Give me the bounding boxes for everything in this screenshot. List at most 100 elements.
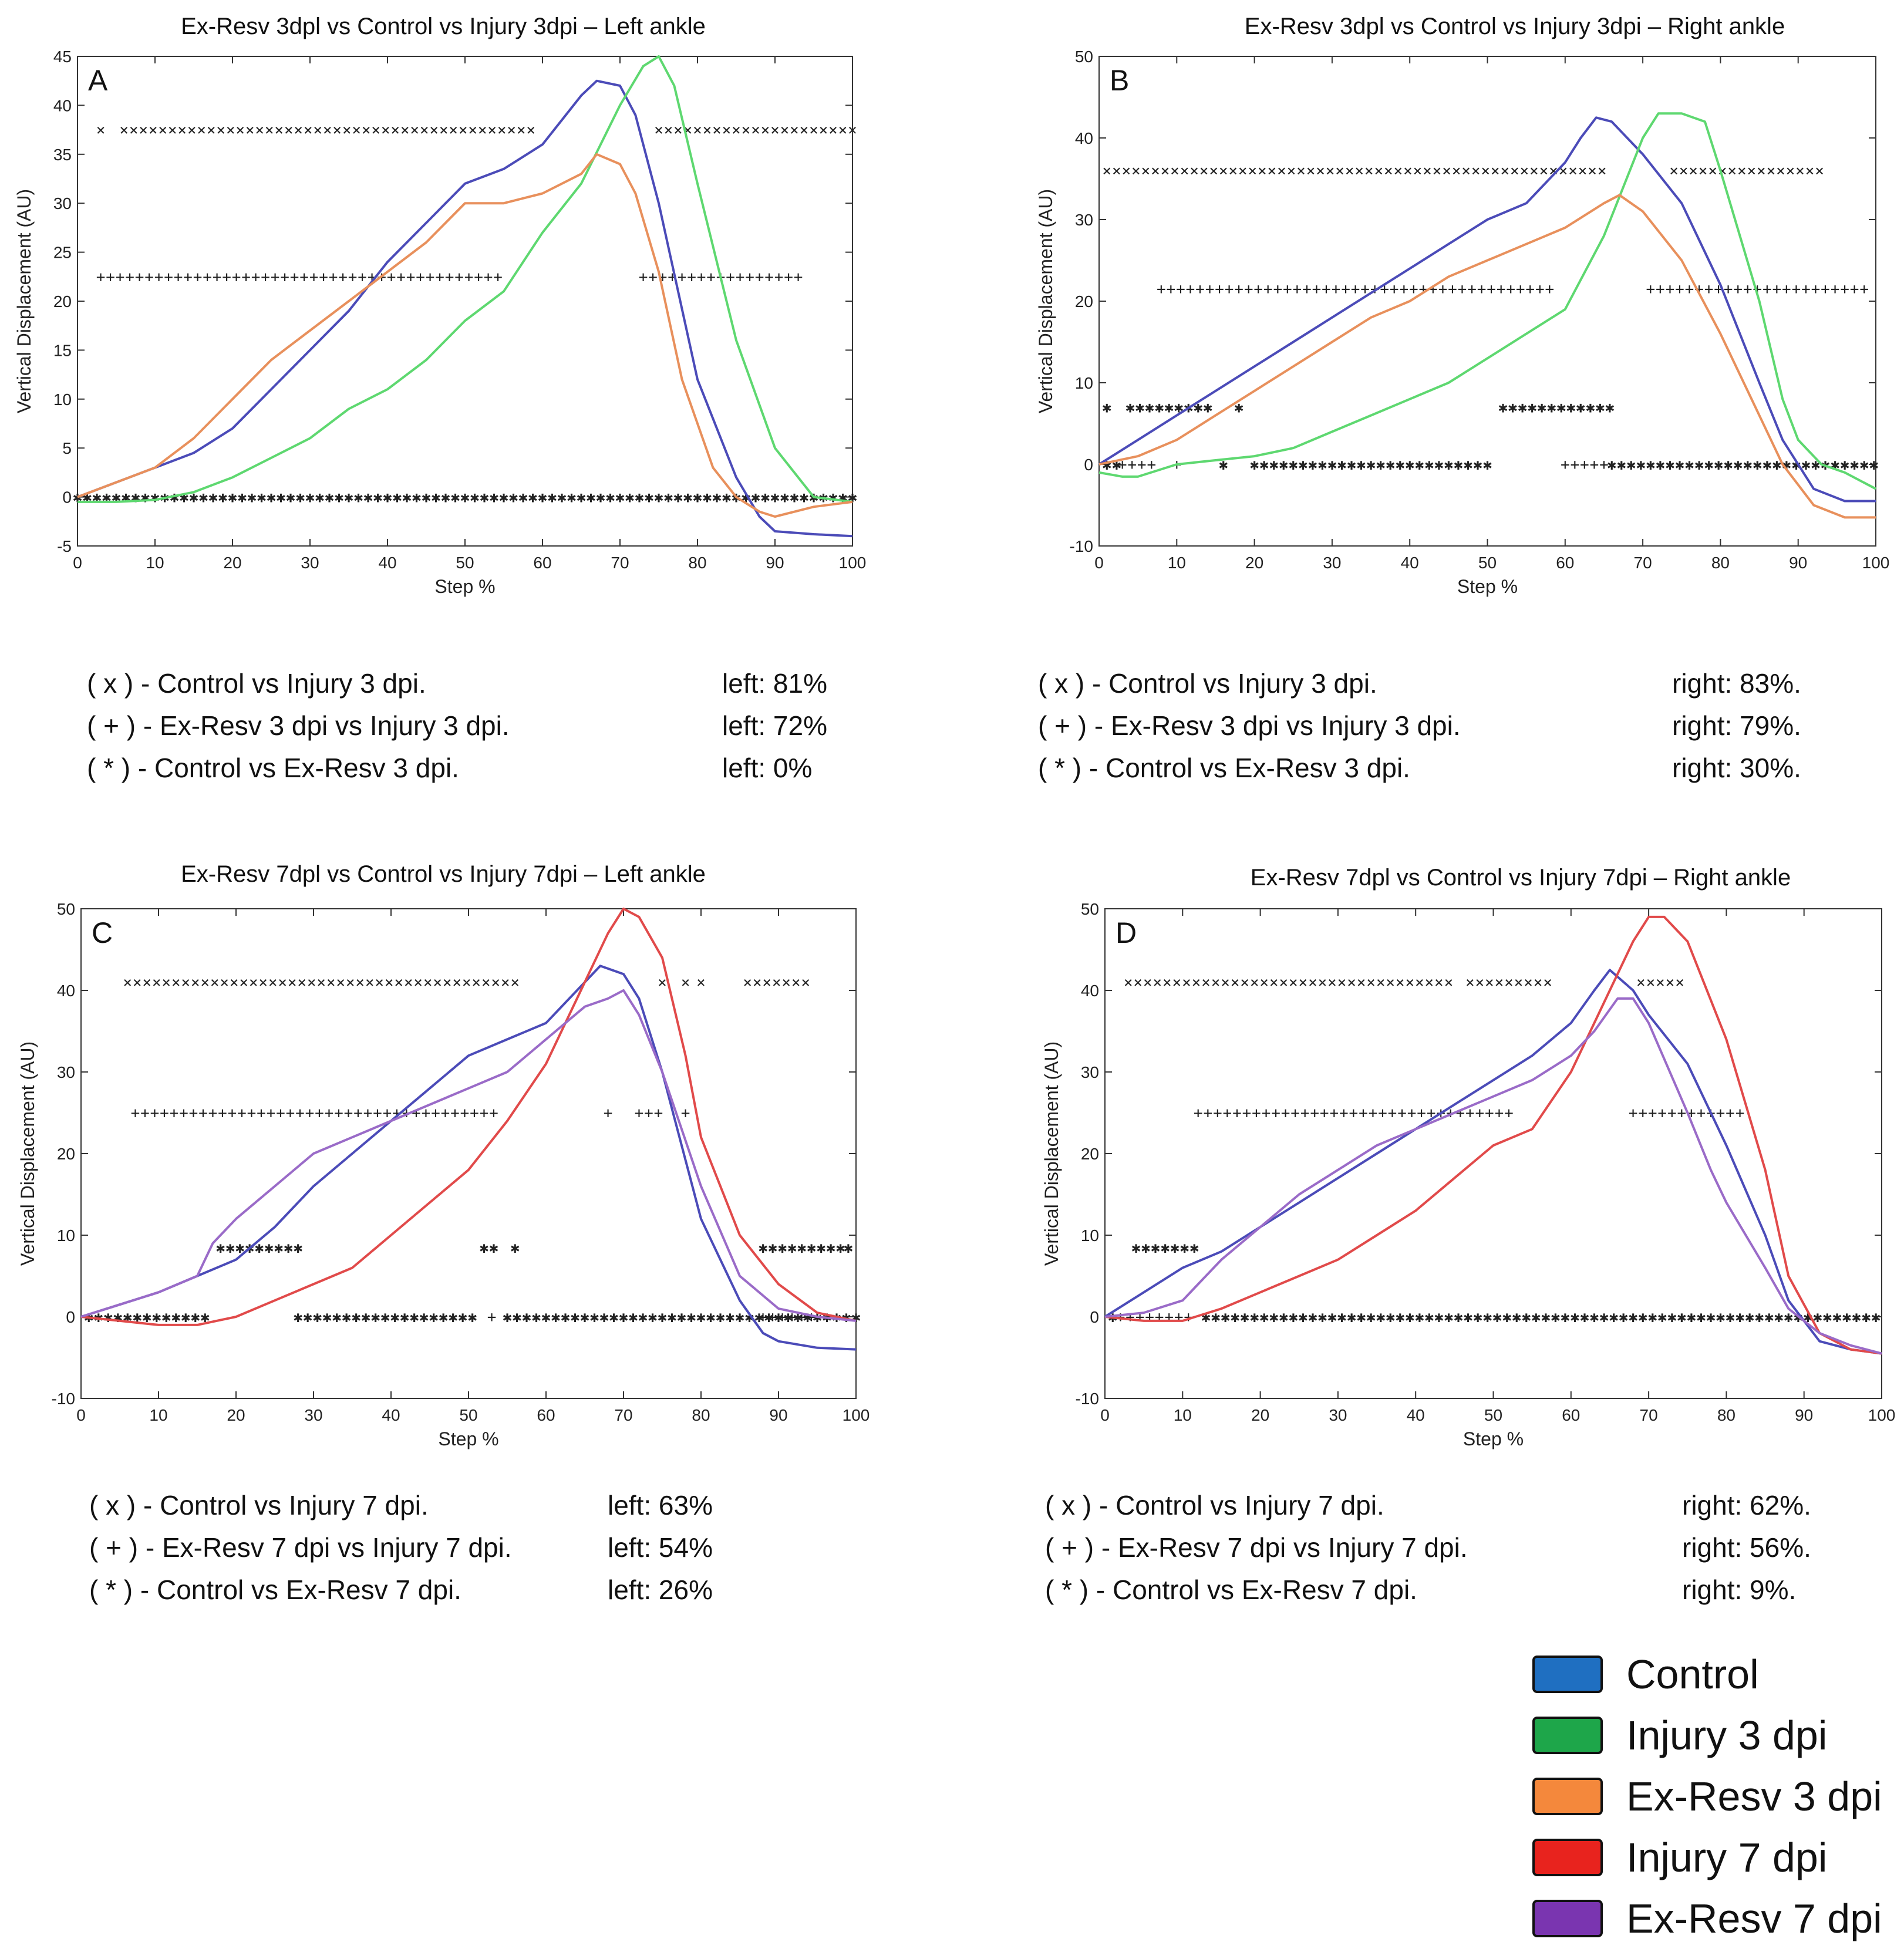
significance-marker: × <box>352 122 361 139</box>
significance-marker: ✱ <box>664 489 673 507</box>
stat-label: ( + ) - Ex-Resv 3 dpi vs Injury 3 dpi. <box>87 710 510 741</box>
series-line-control <box>77 79 853 538</box>
significance-marker: × <box>381 122 390 139</box>
significance-marker: × <box>1240 974 1249 992</box>
significance-marker: + <box>1174 1309 1184 1326</box>
panel-B-plot-area <box>1098 56 1876 547</box>
significance-marker: + <box>1125 1309 1135 1326</box>
significance-marker: ✱ <box>422 489 431 507</box>
significance-marker: × <box>828 122 838 139</box>
significance-marker: × <box>800 122 809 139</box>
significance-marker: × <box>1776 163 1785 180</box>
significance-marker: × <box>274 122 284 139</box>
significance-marker: + <box>450 1105 460 1122</box>
significance-marker: × <box>1500 163 1509 180</box>
significance-marker: × <box>693 122 702 139</box>
significance-marker: ✱ <box>706 1309 716 1326</box>
significance-marker: + <box>1176 281 1185 298</box>
significance-marker: × <box>119 122 129 139</box>
stat-value: left: 81% <box>722 668 827 699</box>
significance-marker: + <box>1506 281 1515 298</box>
legend-swatch <box>1532 1778 1603 1815</box>
significance-marker: ✱ <box>1151 1239 1160 1257</box>
significance-marker: + <box>1225 281 1234 298</box>
x-tick-label: 80 <box>692 1406 710 1424</box>
significance-marker: × <box>181 974 190 992</box>
significance-marker: ✱ <box>142 1309 151 1326</box>
y-tick-label: -10 <box>1076 1390 1099 1408</box>
y-tick-label: 30 <box>1075 211 1093 229</box>
y-tick-label: 50 <box>1081 900 1099 918</box>
significance-marker: + <box>315 1105 324 1122</box>
significance-marker: + <box>1782 281 1791 298</box>
significance-marker: ✱ <box>1131 1239 1141 1257</box>
x-tick-label: 50 <box>1484 1406 1502 1424</box>
significance-marker: + <box>1263 281 1273 298</box>
significance-marker: + <box>1504 1105 1514 1122</box>
significance-marker: × <box>96 122 106 139</box>
significance-marker: ✱ <box>1571 1309 1580 1326</box>
significance-marker: + <box>140 1105 150 1122</box>
significance-marker: × <box>1170 163 1180 180</box>
significance-marker: ✱ <box>490 489 499 507</box>
significance-marker: × <box>404 974 413 992</box>
significance-marker: ✱ <box>1444 456 1454 474</box>
significance-marker: + <box>170 1105 179 1122</box>
significance-marker: + <box>797 1309 807 1326</box>
significance-marker: × <box>1394 163 1403 180</box>
x-tick-label: 70 <box>1634 554 1652 572</box>
significance-marker: + <box>1281 1105 1290 1122</box>
y-axis-label: Vertical Displacement (AU) <box>1035 189 1056 413</box>
significance-marker: ✱ <box>191 1309 200 1326</box>
significance-marker: ✱ <box>1617 456 1626 474</box>
stat-label: ( + ) - Ex-Resv 7 dpi vs Injury 7 dpi. <box>89 1532 512 1563</box>
significance-marker: × <box>1491 163 1500 180</box>
significance-marker: ✱ <box>1454 1309 1463 1326</box>
significance-marker: × <box>255 122 264 139</box>
legend-label: Ex-Resv 3 dpi <box>1626 1774 1882 1819</box>
significance-marker: × <box>681 974 690 992</box>
significance-marker: × <box>654 122 663 139</box>
stat-value: left: 0% <box>722 753 812 783</box>
significance-marker: ✱ <box>102 489 112 507</box>
y-tick-label: 15 <box>53 341 72 359</box>
significance-marker: × <box>249 974 258 992</box>
significance-marker: × <box>1192 974 1201 992</box>
significance-marker: × <box>1219 163 1228 180</box>
significance-marker: × <box>1133 974 1143 992</box>
significance-marker: × <box>1250 974 1259 992</box>
significance-marker: × <box>133 974 142 992</box>
significance-marker: ✱ <box>609 1309 619 1326</box>
significance-marker: + <box>1369 1105 1378 1122</box>
significance-marker: ✱ <box>522 1309 531 1326</box>
significance-marker: ✱ <box>264 1239 274 1257</box>
significance-marker: ✱ <box>1706 1309 1716 1326</box>
significance-marker: ✱ <box>1357 456 1366 474</box>
significance-marker: ✱ <box>696 1309 706 1326</box>
significance-marker: ✱ <box>1424 456 1434 474</box>
significance-marker: + <box>1638 1105 1647 1122</box>
significance-marker: ✱ <box>673 489 683 507</box>
significance-marker: + <box>441 1105 450 1122</box>
significance-marker: + <box>1135 1309 1145 1326</box>
significance-marker: ✱ <box>1425 1309 1434 1326</box>
significance-marker: × <box>1485 974 1494 992</box>
significance-marker: ✱ <box>735 1309 744 1326</box>
significance-marker: ✱ <box>1299 1309 1308 1326</box>
significance-marker: + <box>406 268 416 286</box>
significance-marker: ✱ <box>1376 1309 1386 1326</box>
significance-marker: × <box>1495 974 1504 992</box>
significance-marker: ✱ <box>1576 399 1585 417</box>
significance-marker: ✱ <box>489 1239 498 1257</box>
significance-marker: × <box>1666 974 1675 992</box>
significance-marker: ✱ <box>541 1309 551 1326</box>
significance-marker: × <box>316 974 326 992</box>
significance-marker: + <box>1599 456 1609 474</box>
significance-marker: + <box>1164 1309 1174 1326</box>
significance-marker: ✱ <box>1735 1309 1745 1326</box>
significance-marker: ✱ <box>1308 1309 1317 1326</box>
significance-marker: ✱ <box>1607 456 1616 474</box>
significance-marker: + <box>1487 281 1496 298</box>
significance-marker: × <box>712 122 722 139</box>
series-line-control <box>80 965 857 1351</box>
